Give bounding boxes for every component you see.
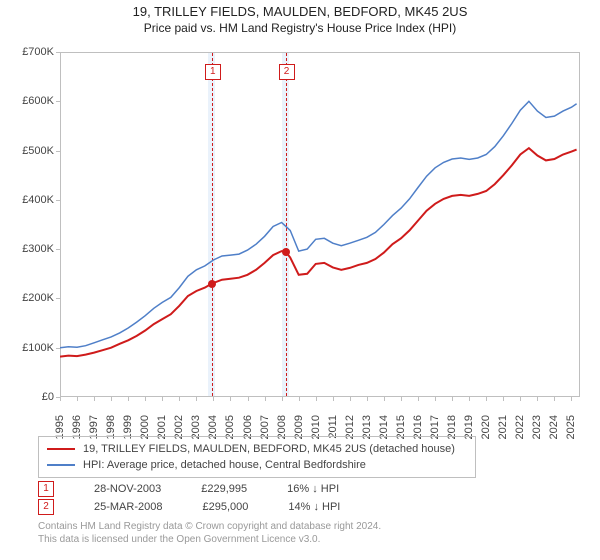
- table-row: 1 28-NOV-2003 £229,995 16% ↓ HPI: [38, 480, 340, 498]
- legend-box: 19, TRILLEY FIELDS, MAULDEN, BEDFORD, MK…: [38, 436, 476, 478]
- legend-item-property: 19, TRILLEY FIELDS, MAULDEN, BEDFORD, MK…: [47, 441, 467, 457]
- sale-marker-1: 1: [38, 481, 54, 497]
- sale-date: 28-NOV-2003: [94, 483, 161, 495]
- x-tick-label: 2021: [497, 415, 509, 439]
- chart-titles: 19, TRILLEY FIELDS, MAULDEN, BEDFORD, MK…: [0, 0, 600, 35]
- sale-price: £229,995: [201, 483, 247, 495]
- y-tick-label: £200K: [6, 292, 54, 304]
- y-tick-label: £700K: [6, 46, 54, 58]
- legend-label-property: 19, TRILLEY FIELDS, MAULDEN, BEDFORD, MK…: [83, 443, 455, 455]
- x-tick-label: 2025: [565, 415, 577, 439]
- x-tick-label: 2023: [531, 415, 543, 439]
- legend-label-hpi: HPI: Average price, detached house, Cent…: [83, 459, 366, 471]
- credits: Contains HM Land Registry data © Crown c…: [38, 520, 381, 546]
- legend-item-hpi: HPI: Average price, detached house, Cent…: [47, 457, 467, 473]
- legend-swatch-hpi: [47, 464, 75, 466]
- sale-price: £295,000: [202, 501, 248, 513]
- credits-line-1: Contains HM Land Registry data © Crown c…: [38, 520, 381, 533]
- sale-marker-2: 2: [38, 499, 54, 515]
- x-tick-label: 2022: [514, 415, 526, 439]
- y-tick-label: £600K: [6, 95, 54, 107]
- x-tick-label: 2024: [548, 415, 560, 439]
- y-tick-label: £300K: [6, 243, 54, 255]
- line-series-svg: [60, 52, 580, 397]
- sale-delta: 14% ↓ HPI: [288, 501, 340, 513]
- sale-dot: [282, 248, 290, 256]
- sales-table: 1 28-NOV-2003 £229,995 16% ↓ HPI 2 25-MA…: [38, 480, 340, 516]
- y-tick-label: £100K: [6, 342, 54, 354]
- sale-dot: [208, 280, 216, 288]
- sale-marker-label: 2: [279, 64, 295, 80]
- y-tick-label: £400K: [6, 194, 54, 206]
- series-hpi: [60, 101, 577, 347]
- x-tick-label: 2020: [480, 415, 492, 439]
- chart-container: 19, TRILLEY FIELDS, MAULDEN, BEDFORD, MK…: [0, 0, 600, 560]
- table-row: 2 25-MAR-2008 £295,000 14% ↓ HPI: [38, 498, 340, 516]
- sale-delta: 16% ↓ HPI: [287, 483, 339, 495]
- chart-title-address: 19, TRILLEY FIELDS, MAULDEN, BEDFORD, MK…: [0, 4, 600, 19]
- y-tick-label: £0: [6, 391, 54, 403]
- y-tick-label: £500K: [6, 145, 54, 157]
- sale-date: 25-MAR-2008: [94, 501, 162, 513]
- legend-swatch-property: [47, 448, 75, 450]
- credits-line-2: This data is licensed under the Open Gov…: [38, 533, 381, 546]
- plot-area: 12 £0£100K£200K£300K£400K£500K£600K£700K…: [60, 52, 580, 397]
- sale-marker-label: 1: [205, 64, 221, 80]
- series-property: [60, 148, 577, 357]
- chart-title-subtitle: Price paid vs. HM Land Registry's House …: [0, 21, 600, 35]
